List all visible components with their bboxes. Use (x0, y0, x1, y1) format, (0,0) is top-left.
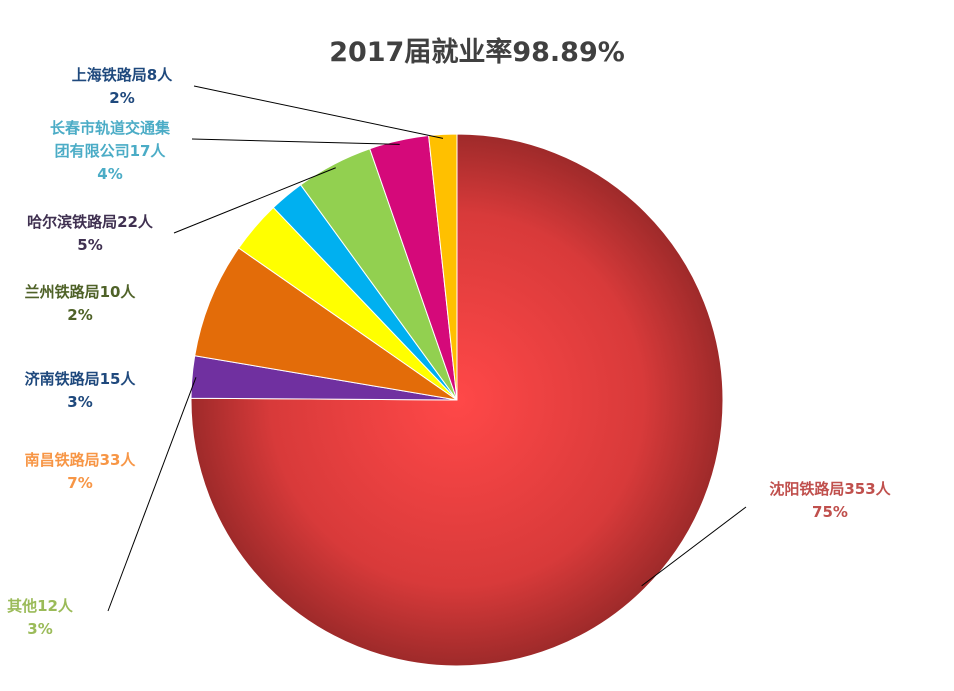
slice-name-label-6: 团有限公司17人 (55, 142, 167, 160)
slice-name-label-3: 济南铁路局15人 (25, 370, 137, 388)
pie-slice-2 (194, 247, 458, 401)
slice-name-label-0: 沈阳铁路局353人 (769, 480, 891, 498)
pie-slices (190, 133, 724, 667)
leader-line-7 (193, 85, 444, 139)
slice-name-label-2: 南昌铁路局33人 (25, 451, 137, 469)
leader-line-5 (173, 167, 336, 234)
leader-lines (107, 85, 747, 612)
slice-name-label-1: 其他12人 (7, 597, 74, 615)
slice-name-label-5: 哈尔滨铁路局22人 (27, 213, 154, 231)
slice-percent-label-1: 3% (27, 620, 52, 638)
slice-labels: 沈阳铁路局353人 75% 其他12人 3% 南昌铁路局33人 7% 济南铁路局15人 3% 兰… (7, 66, 892, 638)
leader-line-6 (191, 138, 400, 145)
slice-percent-label-3: 3% (67, 393, 92, 411)
slice-percent-label-2: 7% (67, 474, 92, 492)
slice-name-label-4: 兰州铁路局10人 (25, 283, 137, 301)
slice-percent-label-4: 2% (67, 306, 92, 324)
leader-line-0 (641, 506, 747, 587)
slice-percent-label-5: 5% (77, 236, 102, 254)
slice-percent-label-6: 4% (97, 165, 122, 183)
slice-name-label-6: 长春市轨道交通集 (50, 119, 171, 137)
slice-percent-label-0: 75% (812, 503, 848, 521)
slice-name-label-7: 上海铁路局8人 (72, 66, 173, 84)
chart-title: 2017届就业率98.89% (329, 37, 625, 68)
slice-percent-label-7: 2% (109, 89, 134, 107)
pie-slice-0 (190, 133, 724, 667)
leader-line-1 (107, 377, 197, 612)
